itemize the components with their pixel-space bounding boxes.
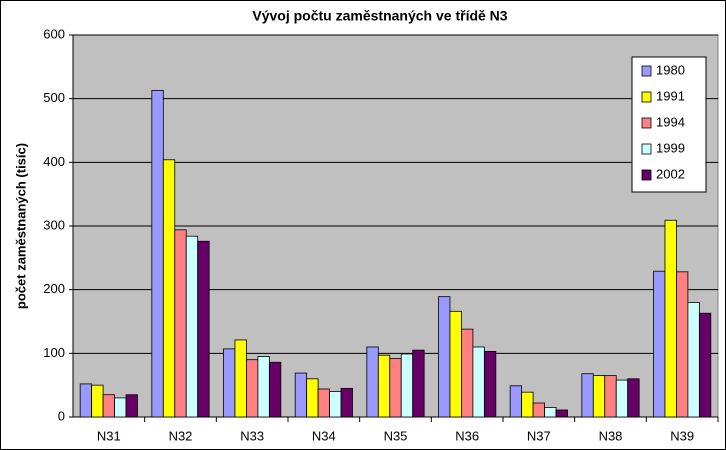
y-tick-label: 0 — [58, 408, 65, 423]
bar — [604, 375, 617, 418]
bar — [581, 373, 594, 418]
x-tick-label: N31 — [97, 428, 121, 443]
bar — [592, 375, 606, 418]
bar — [174, 229, 187, 418]
y-tick-label: 400 — [43, 154, 65, 169]
bar — [400, 353, 414, 418]
x-tick-label: N32 — [169, 428, 193, 443]
bar — [91, 384, 104, 418]
legend-box — [631, 56, 707, 193]
x-tick-label: N39 — [670, 428, 694, 443]
x-tick-label: N38 — [599, 428, 623, 443]
bar — [185, 235, 199, 418]
bar — [102, 394, 115, 418]
legend-swatch — [641, 91, 652, 103]
bar — [544, 407, 557, 418]
bar — [555, 409, 568, 418]
x-tick-label: N37 — [527, 428, 551, 443]
legend-swatch — [641, 143, 652, 155]
bar — [653, 270, 666, 418]
x-tick-label: N35 — [384, 428, 408, 443]
bar — [461, 328, 474, 418]
legend-swatch — [641, 117, 652, 129]
bar — [627, 378, 640, 418]
bar — [317, 388, 330, 418]
bar — [615, 379, 629, 418]
bar — [162, 159, 176, 418]
bar — [664, 219, 677, 418]
bar — [257, 356, 270, 418]
bar — [698, 312, 712, 418]
bar — [509, 385, 523, 418]
y-tick-label: 200 — [43, 281, 65, 296]
bar — [246, 359, 259, 418]
bar — [268, 361, 282, 418]
bar — [377, 354, 391, 418]
legend-label: 2002 — [656, 166, 685, 181]
bar — [125, 394, 138, 418]
x-tick-label: N34 — [312, 428, 336, 443]
bar — [151, 89, 164, 418]
bar — [472, 346, 485, 418]
bar — [521, 391, 534, 418]
y-tick-label: 500 — [43, 90, 65, 105]
bar — [223, 348, 236, 418]
y-axis-label: počet zaměstnaných (tisíc) — [13, 143, 28, 309]
bar — [114, 397, 127, 418]
legend-swatch — [641, 65, 652, 77]
bar — [366, 346, 379, 418]
bar — [449, 310, 462, 418]
bar — [676, 271, 689, 418]
bar — [438, 296, 451, 418]
bar — [329, 391, 342, 418]
bar — [483, 351, 497, 418]
x-tick-label: N36 — [455, 428, 479, 443]
bar — [340, 387, 353, 418]
bar — [412, 349, 425, 418]
y-tick-label: 600 — [43, 26, 65, 41]
legend-label: 1980 — [656, 62, 685, 77]
legend-label: 1991 — [656, 88, 685, 103]
bar — [294, 372, 308, 418]
x-tick-label: N33 — [240, 428, 264, 443]
bar — [197, 240, 210, 418]
bar — [234, 339, 247, 418]
y-tick-label: 300 — [43, 217, 65, 232]
bar — [687, 301, 700, 418]
y-tick-label: 100 — [43, 345, 65, 360]
legend-label: 1994 — [656, 114, 685, 129]
chart-title: Vývoj počtu zaměstnaných ve třídě N3 — [252, 8, 507, 24]
legend-label: 1999 — [656, 140, 685, 155]
bar — [532, 402, 545, 418]
legend-swatch — [641, 169, 652, 181]
bar — [79, 383, 93, 418]
bar — [389, 358, 402, 418]
bar — [306, 378, 319, 418]
